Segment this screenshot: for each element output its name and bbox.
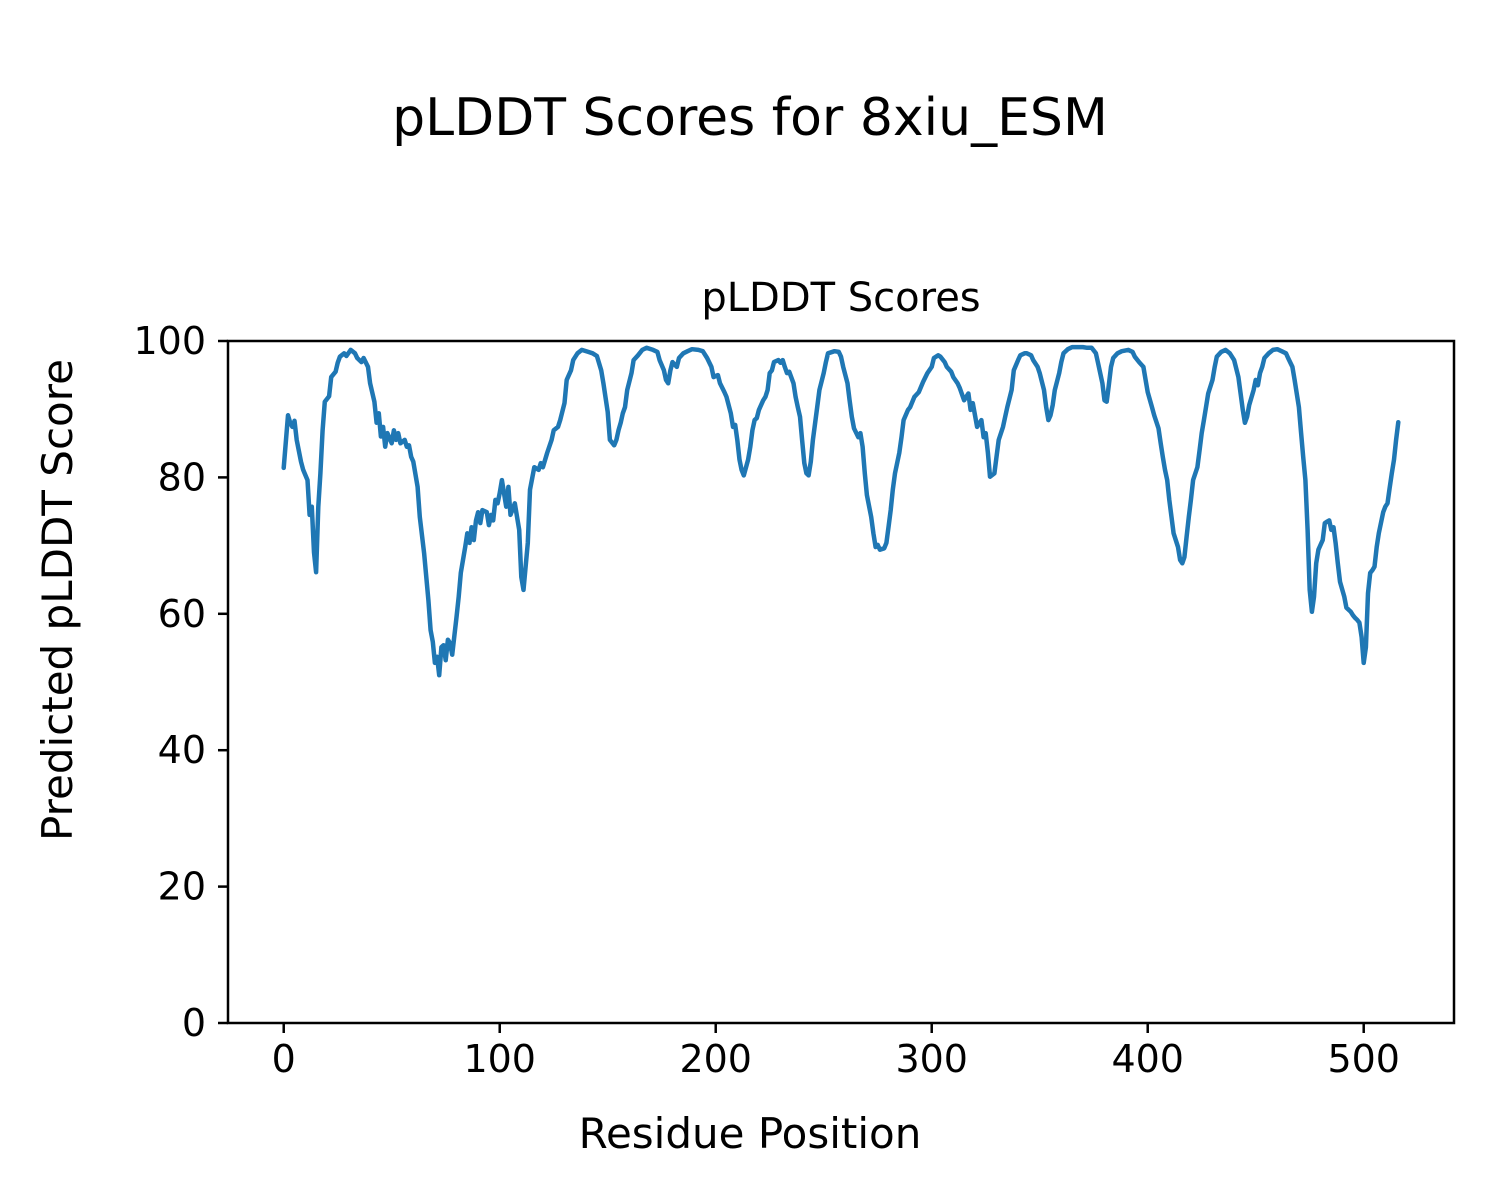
axes-title: pLDDT Scores [701,275,980,321]
y-tick-label: 0 [182,1001,206,1045]
y-tick-label: 60 [158,592,206,636]
x-tick-label: 500 [1327,1037,1400,1081]
y-tick-label: 80 [158,455,206,499]
x-axis-ticks: 0 100 200 300 400 500 [272,1023,1400,1081]
y-tick-label: 20 [158,865,206,909]
x-tick-label: 200 [679,1037,752,1081]
plot-area-spines [226,339,1456,1025]
x-tick-label: 300 [895,1037,968,1081]
x-tick-label: 0 [272,1037,296,1081]
figure-title: pLDDT Scores for 8xiu_ESM [392,88,1108,148]
x-tick-label: 100 [463,1037,536,1081]
x-axis-label: Residue Position [579,1109,922,1158]
y-axis-ticks: 0 20 40 60 80 100 [133,319,228,1045]
x-tick-label: 400 [1111,1037,1184,1081]
data-series [281,344,1401,678]
y-axis-label: Predicted pLDDT Score [33,359,82,841]
y-tick-label: 100 [133,319,206,363]
y-tick-label: 40 [158,728,206,772]
plddt-score-line [281,344,1401,678]
